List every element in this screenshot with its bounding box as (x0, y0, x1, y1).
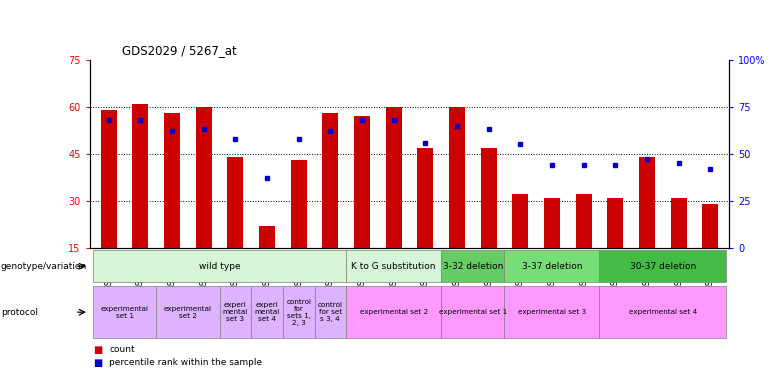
Bar (512, 194, 528, 248)
Bar (164, 113, 180, 248)
Bar (314, 286, 346, 338)
Text: control
for set
s 3, 4: control for set s 3, 4 (317, 302, 343, 322)
Text: experimental set 3: experimental set 3 (518, 309, 586, 315)
Bar (93, 250, 346, 282)
Bar (576, 194, 591, 248)
Text: experi
mental
set 3: experi mental set 3 (223, 302, 248, 322)
Text: GDS2029 / 5267_at: GDS2029 / 5267_at (122, 44, 236, 57)
Bar (386, 107, 402, 248)
Bar (544, 198, 560, 248)
Text: ■: ■ (94, 345, 103, 355)
Text: count: count (109, 345, 135, 354)
Text: experi
mental
set 4: experi mental set 4 (254, 302, 280, 322)
Bar (354, 116, 370, 248)
Bar (228, 157, 243, 248)
Text: wild type: wild type (199, 262, 240, 271)
Bar (480, 147, 497, 248)
Bar (417, 147, 433, 248)
Text: ■: ■ (94, 358, 103, 368)
Text: experimental
set 1: experimental set 1 (101, 306, 148, 319)
Bar (600, 286, 726, 338)
Text: protocol: protocol (1, 308, 37, 316)
Bar (639, 157, 655, 248)
Text: experimental set 1: experimental set 1 (438, 309, 507, 315)
Bar (505, 286, 600, 338)
Bar (702, 204, 718, 248)
Text: 3-37 deletion: 3-37 deletion (522, 262, 582, 271)
Text: experimental
set 2: experimental set 2 (164, 306, 212, 319)
Bar (505, 250, 600, 282)
Bar (441, 250, 505, 282)
Bar (101, 110, 117, 248)
Bar (449, 107, 465, 248)
Text: 3-32 deletion: 3-32 deletion (442, 262, 503, 271)
Bar (219, 286, 251, 338)
Bar (283, 286, 314, 338)
Bar (259, 226, 275, 248)
Bar (346, 250, 441, 282)
Text: K to G substitution: K to G substitution (352, 262, 436, 271)
Bar (93, 286, 156, 338)
Bar (251, 286, 283, 338)
Bar (291, 160, 307, 248)
Bar (133, 104, 148, 248)
Bar (322, 113, 339, 248)
Bar (346, 286, 441, 338)
Bar (441, 286, 505, 338)
Bar (156, 286, 219, 338)
Text: control
for
sets 1,
2, 3: control for sets 1, 2, 3 (286, 298, 311, 326)
Text: 30-37 deletion: 30-37 deletion (629, 262, 696, 271)
Bar (196, 107, 211, 248)
Text: experimental set 2: experimental set 2 (360, 309, 427, 315)
Text: experimental set 4: experimental set 4 (629, 309, 697, 315)
Text: genotype/variation: genotype/variation (1, 262, 87, 271)
Bar (608, 198, 623, 248)
Bar (600, 250, 726, 282)
Text: percentile rank within the sample: percentile rank within the sample (109, 358, 262, 368)
Bar (671, 198, 686, 248)
